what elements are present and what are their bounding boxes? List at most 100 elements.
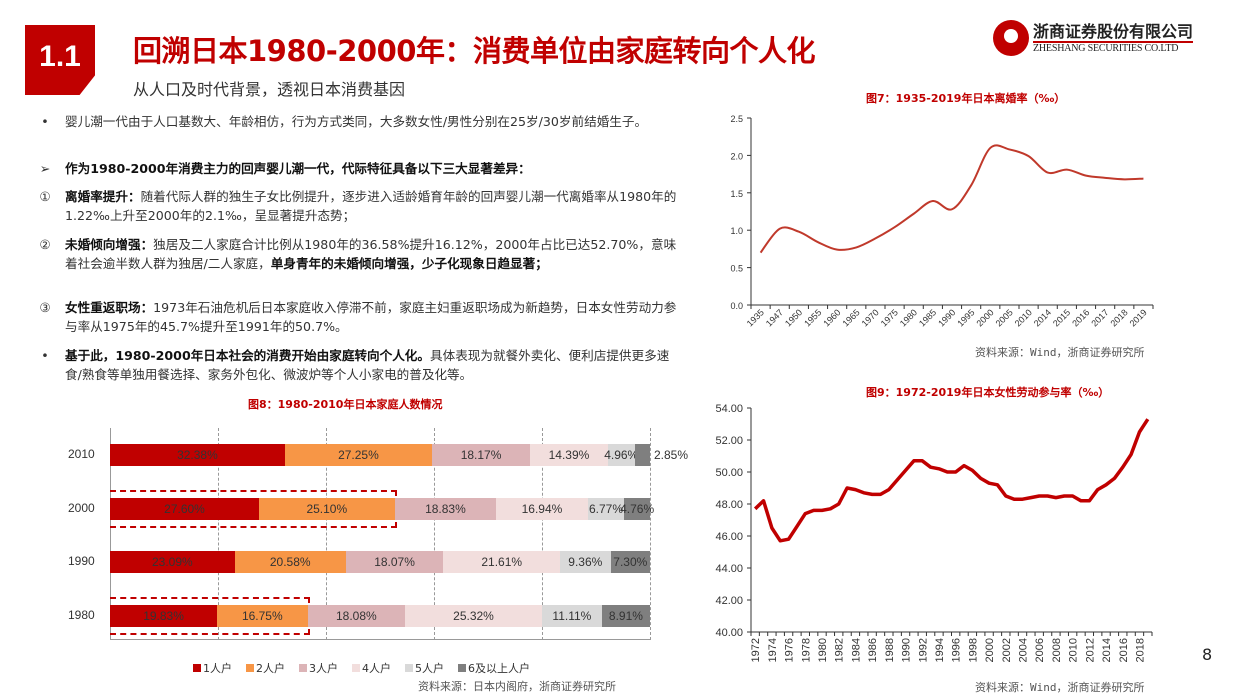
- bar-segment: 18.17%: [432, 444, 531, 466]
- body-bullet: ② 未婚倾向增强：独居及二人家庭合计比例从1980年的36.58%提升16.12%…: [35, 235, 685, 273]
- fig8-chart: 2010 32.38% 27.25% 18.17% 14.39% 4.96% 2.85% 20…: [68, 428, 688, 640]
- bar-segment: 18.07%: [345, 551, 444, 573]
- legend-item: 2人户: [246, 660, 285, 676]
- page-number: 8: [1202, 645, 1213, 664]
- data-label: 18.17%: [460, 448, 502, 462]
- data-label: 25.10%: [306, 502, 348, 516]
- x-tick-label: 1960: [821, 307, 842, 328]
- x-tick-label: 1955: [802, 307, 823, 328]
- data-label: 9.36%: [568, 555, 603, 569]
- x-tick-label: 2016: [1070, 307, 1091, 328]
- y-tick-label: 2010: [68, 447, 95, 461]
- company-logo: 浙商证券股份有限公司 ZHESHANG SECURITIES CO.LTD: [993, 20, 1194, 56]
- data-label: 18.07%: [374, 555, 415, 569]
- legend-swatch: [352, 664, 360, 672]
- fig9-title: 图9：1972-2019年日本女性劳动参与率（‰）: [866, 386, 1110, 399]
- text: 独居及二人家庭合计比例从1980年的36.58%提升16.12%，2000年占比…: [65, 237, 677, 271]
- legend-label: 1人户: [203, 662, 232, 675]
- bar-segment: 6.77%: [587, 498, 625, 520]
- y-tick-label: 1990: [68, 554, 95, 568]
- fig8-source: 资料来源：日本内阁府，浙商证券研究所: [418, 680, 616, 693]
- data-label: 21.61%: [481, 555, 523, 569]
- x-tick-label: 1935: [745, 307, 766, 328]
- x-tick-label: 2019: [1128, 307, 1149, 328]
- legend-item: 1人户: [193, 660, 232, 676]
- y-tick-label: 1.0: [730, 226, 743, 236]
- bar-segment: 16.75%: [217, 605, 308, 627]
- x-tick-label: 2018: [1108, 307, 1129, 328]
- data-label: 4.96%: [604, 448, 639, 462]
- page-title: 回溯日本1980-2000年：消费单位由家庭转向个人化: [133, 34, 815, 68]
- x-tick-label: 1990: [936, 307, 957, 328]
- x-tick-label: 2000: [974, 307, 995, 328]
- data-label: 23.09%: [151, 555, 193, 569]
- text: 1973年石油危机后日本家庭收入停滞不前，家庭主妇重返职场成为新趋势，日本女性劳…: [65, 300, 677, 334]
- bar-segment: 2.85%: [634, 444, 688, 466]
- legend-swatch: [193, 664, 201, 672]
- x-tick-label: 1970: [860, 307, 881, 328]
- x-tick-label: 2010: [1013, 307, 1034, 328]
- data-label: 19.83%: [143, 609, 184, 623]
- data-label: 18.08%: [335, 609, 377, 623]
- x-tick-label: 1980: [898, 307, 919, 328]
- body-bullet: ➢ 作为1980-2000年消费主力的回声婴儿潮一代，代际特征具备以下三大显著差异…: [35, 159, 685, 178]
- legend-swatch: [405, 664, 413, 672]
- y-tick-label: 1.5: [730, 189, 743, 199]
- data-label: 2.85%: [653, 448, 689, 462]
- legend-label: 6及以上人户: [468, 662, 530, 675]
- gridline: [218, 428, 219, 640]
- y-tick-label: 2.0: [730, 151, 743, 161]
- bullet-marker: ①: [39, 189, 51, 204]
- data-label: 27.60%: [164, 502, 205, 516]
- bar-segment: 18.08%: [307, 605, 406, 627]
- bar-segment: 25.10%: [259, 498, 395, 520]
- bullet-marker: •: [41, 348, 49, 363]
- data-label: 11.11%: [552, 609, 592, 623]
- bar-segment: 9.36%: [560, 551, 611, 573]
- text: 基于此，1980-2000年日本社会的消费开始由家庭转向个人化。: [65, 348, 430, 363]
- x-tick-label: 1965: [840, 307, 861, 328]
- y-tick-label: 0.5: [730, 264, 743, 274]
- bullet-marker: ➢: [39, 161, 51, 176]
- data-label: 14.39%: [548, 448, 590, 462]
- data-label: 8.91%: [608, 609, 643, 623]
- body-bullet: • 基于此，1980-2000年日本社会的消费开始由家庭转向个人化。具体表现为就餐…: [35, 346, 685, 384]
- data-label: 7.30%: [613, 555, 648, 569]
- legend-label: 2人户: [256, 662, 285, 675]
- bar-segment: 18.83%: [394, 498, 497, 520]
- data-label: 16.75%: [241, 609, 283, 623]
- gridline: [326, 428, 327, 640]
- x-tick-label: 1950: [783, 307, 804, 328]
- x-tick-label: 2014: [1032, 307, 1053, 328]
- data-label: 25.32%: [453, 609, 494, 623]
- x-tick-label: 2015: [1051, 307, 1072, 328]
- text: 婴儿潮一代由于人口基数大、年龄相仿，行为方式类同，大多数女性/男性分别在25岁/…: [65, 114, 648, 129]
- body-bullet: ③ 女性重返职场：1973年石油危机后日本家庭收入停滞不前，家庭主妇重返职场成为新…: [35, 298, 685, 336]
- logo-name-en: ZHESHANG SECURITIES CO.LTD: [1033, 43, 1179, 54]
- fig9-source: 资料来源：Wind，浙商证券研究所: [975, 681, 1145, 694]
- bullet-marker: ②: [39, 237, 51, 252]
- data-label: 32.38%: [177, 448, 218, 462]
- x-axis: [110, 639, 650, 640]
- x-tick-label: 1947: [764, 307, 785, 328]
- data-label: 18.83%: [425, 502, 466, 516]
- legend-swatch: [299, 664, 307, 672]
- series-line: [759, 144, 1144, 254]
- data-label: 20.58%: [269, 555, 311, 569]
- legend-label: 4人户: [362, 662, 391, 675]
- text: 女性重返职场：: [65, 300, 154, 315]
- fig7-title: 图7：1935-2019年日本离婚率（‰）: [866, 92, 1066, 105]
- x-tick-label: 1975: [879, 307, 900, 328]
- text: 作为1980-2000年消费主力的回声婴儿潮一代，代际特征具备以下三大显著差异：: [65, 161, 531, 176]
- legend-label: 3人户: [309, 662, 338, 675]
- data-label: 27.25%: [338, 448, 379, 462]
- legend-swatch: [458, 664, 466, 672]
- bar-segment: 19.83%: [110, 605, 218, 627]
- legend-item: 6及以上人户: [458, 660, 530, 676]
- legend-item: 3人户: [299, 660, 338, 676]
- gridline: [650, 428, 651, 640]
- fig7-source: 资料来源：Wind，浙商证券研究所: [975, 346, 1145, 359]
- y-axis: [110, 428, 111, 640]
- bar-segment: 8.91%: [601, 605, 650, 627]
